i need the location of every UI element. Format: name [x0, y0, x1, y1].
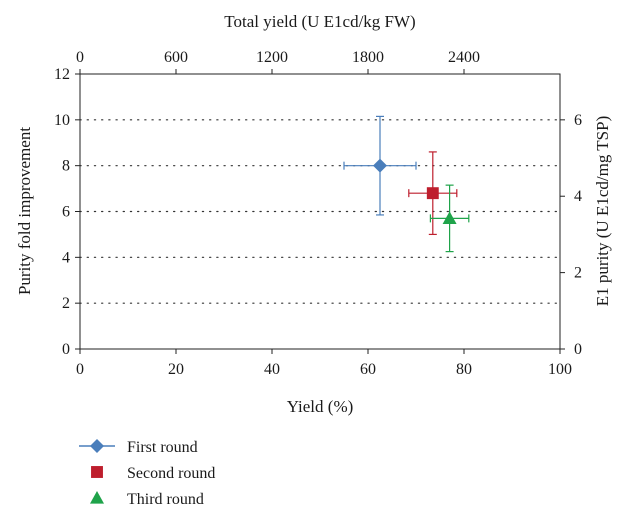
y-tick-label: 10	[54, 112, 70, 129]
series-first-round	[343, 115, 417, 216]
right-axis-tick-label: 2	[574, 265, 582, 282]
y-tick-label: 0	[62, 341, 70, 358]
top-axis-tick-label: 0	[76, 49, 84, 66]
legend: First round Second round Third round	[79, 439, 215, 508]
legend-marker	[90, 439, 104, 453]
legend-item: Third round	[90, 491, 204, 508]
right-axis-tick-label: 4	[574, 188, 582, 205]
legend-marker	[90, 491, 104, 504]
top-axis-tick-label: 2400	[448, 49, 480, 66]
y-tick-label: 6	[62, 204, 70, 221]
series-layer	[343, 115, 470, 253]
y-axis-title: Purity fold improvement	[15, 127, 34, 295]
data-point-triangle	[442, 211, 457, 224]
top-axis-tick-label: 1200	[256, 49, 288, 66]
x-tick-label: 80	[456, 361, 472, 378]
series-third-round	[429, 184, 470, 253]
grid-layer	[79, 119, 561, 304]
legend-marker	[91, 466, 103, 478]
x-tick-label: 20	[168, 361, 184, 378]
legend-label: Third round	[127, 491, 204, 508]
y-tick-label: 4	[62, 249, 70, 266]
y-tick-label: 2	[62, 295, 70, 312]
x-tick-label: 100	[548, 361, 572, 378]
legend-label: First round	[127, 439, 198, 456]
y-tick-label: 12	[54, 66, 70, 83]
legend-label: Second round	[127, 465, 215, 482]
right-axis-tick-label: 0	[574, 341, 582, 358]
x-tick-label: 0	[76, 361, 84, 378]
top-axis-tick-label: 600	[164, 49, 188, 66]
x-axis-title: Yield (%)	[287, 397, 354, 416]
top-axis-tick-label: 1800	[352, 49, 384, 66]
data-point-square	[426, 187, 439, 200]
right-axis-tick-label: 6	[574, 112, 582, 129]
legend-item: Second round	[91, 465, 215, 482]
y-tick-label: 8	[62, 158, 70, 175]
right-axis-title: E1 purity (U E1cd/mg TSP)	[593, 116, 612, 306]
x-tick-label: 60	[360, 361, 376, 378]
x-tick-label: 40	[264, 361, 280, 378]
top-axis-title: Total yield (U E1cd/kg FW)	[224, 12, 415, 31]
legend-item: First round	[79, 439, 198, 456]
data-point-diamond	[373, 158, 387, 173]
series-second-round	[408, 151, 458, 236]
